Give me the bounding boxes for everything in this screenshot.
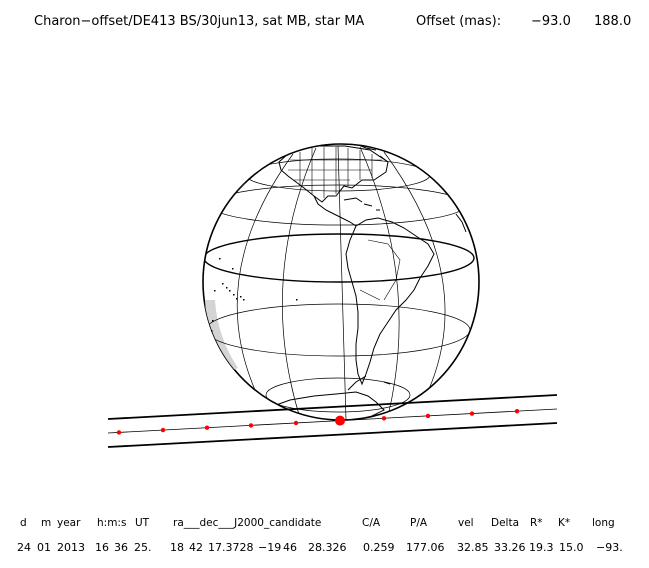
state-borders [288,147,382,198]
shadow-centerline [107,408,558,434]
track-point [204,425,210,430]
pacific-islands [211,258,298,332]
offset-label: Offset (mas): [416,14,502,29]
shadow-limit-north [107,394,558,420]
south-america [345,217,435,386]
track-points [116,409,520,435]
shadow-path [107,394,558,448]
antarctic-peninsula [347,375,367,391]
track-point [293,420,299,426]
offset-dec-value: 188.0 [594,14,632,29]
africa-limb [455,213,467,233]
falklands [383,381,391,385]
antarctica [266,391,385,420]
track-point [248,423,254,428]
closest-approach-point [335,415,345,426]
track-point [469,411,475,416]
event-label: Charon−offset/DE413 BS/30jun13, sat MB, … [34,14,365,29]
track-point [381,416,387,421]
continents [266,144,467,420]
offset-ra-value: −93.0 [531,14,571,29]
shadow-limit-south [107,422,558,448]
plot-title: Charon−offset/DE413 BS/30jun13, sat MB, … [0,0,631,75]
north-america [278,145,389,203]
track-point [116,430,122,435]
country-borders [359,239,401,301]
canada-coast [355,144,389,163]
caribbean-islands [343,197,380,211]
meridian-east-1 [359,146,400,417]
night-crescent-lower [205,300,238,372]
meridian-east-2 [383,151,446,399]
parallel-60s [265,377,411,413]
track-point [160,427,166,433]
central-america [313,195,357,227]
track-point [514,409,520,414]
track-point [425,413,431,419]
meridian-west-2 [236,153,294,406]
meridian-west-1 [282,147,317,419]
